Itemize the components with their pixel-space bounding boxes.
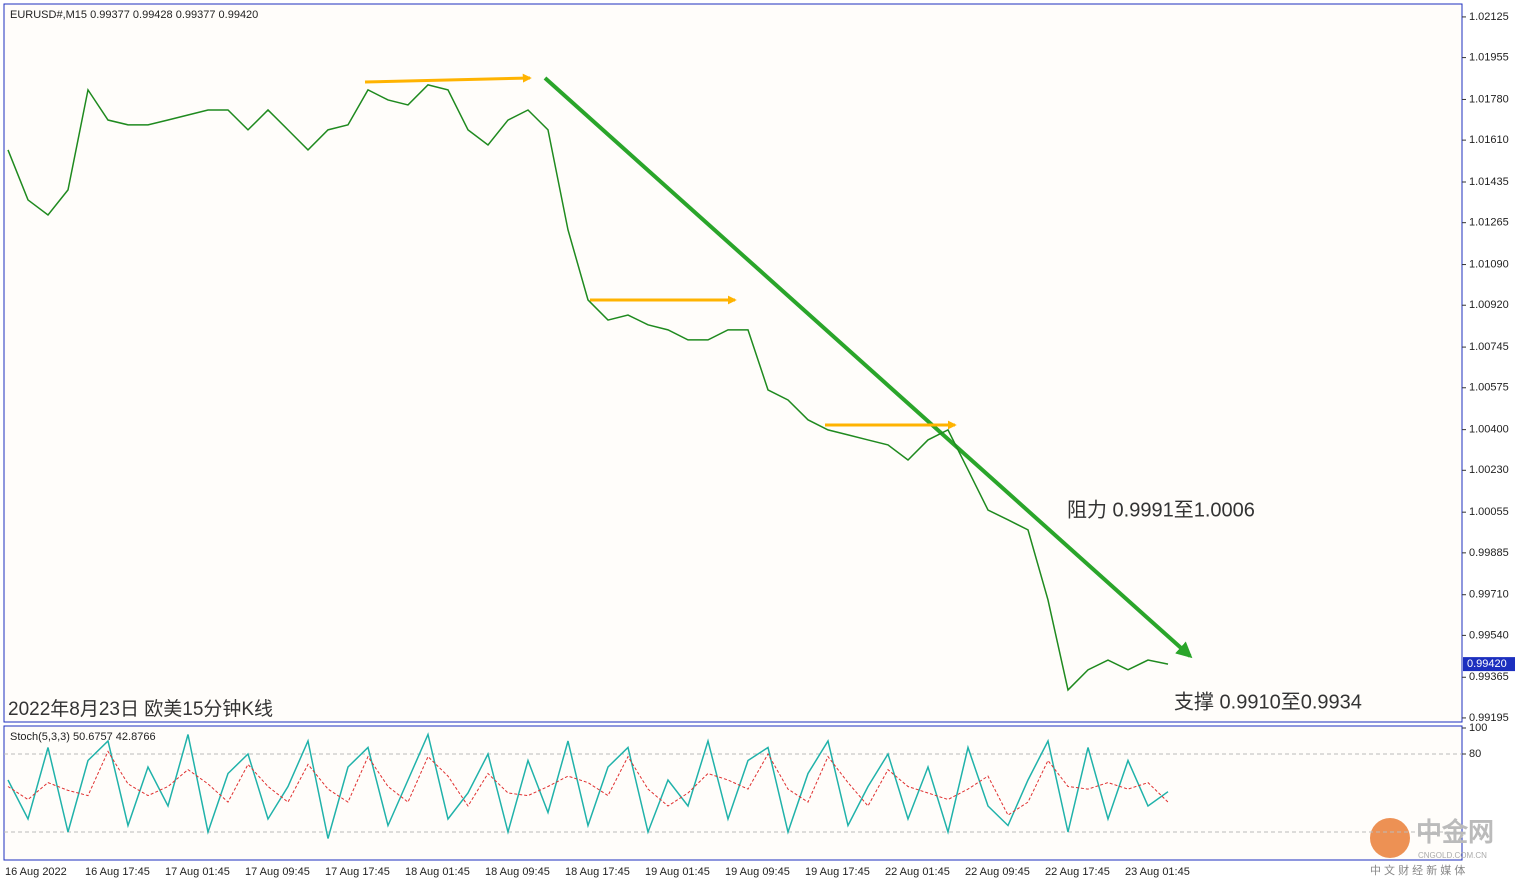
y-tick-label: 1.00400 <box>1469 424 1509 436</box>
y-tick-label: 0.99365 <box>1469 671 1509 683</box>
x-tick-label: 22 Aug 09:45 <box>965 866 1030 878</box>
y-tick-label: 0.99195 <box>1469 712 1509 724</box>
x-tick-label: 18 Aug 01:45 <box>405 866 470 878</box>
y-tick-label: 1.01265 <box>1469 217 1509 229</box>
last-price-label: 0.99420 <box>1467 658 1507 670</box>
price-line <box>7 84 1169 692</box>
support-note: 支撑 0.9910至0.9934 <box>1174 690 1362 713</box>
x-tick-label: 22 Aug 17:45 <box>1045 866 1110 878</box>
x-tick-label: 22 Aug 01:45 <box>885 866 950 878</box>
y-tick-label: 1.02125 <box>1469 11 1509 23</box>
last-price-tag <box>1463 657 1515 672</box>
y-tick-label: 1.01090 <box>1469 258 1509 270</box>
x-tick-label: 18 Aug 17:45 <box>565 866 630 878</box>
resistance-note: 阻力 0.9991至1.0006 <box>1067 498 1255 521</box>
y-tick-label: 0.99710 <box>1469 589 1509 601</box>
watermark-tagline: 中 文 财 经 新 媒 体 <box>1370 863 1465 877</box>
stoch-main <box>7 732 1169 839</box>
watermark-url: CNGOLD.COM.CN <box>1418 851 1487 860</box>
x-tick-label: 19 Aug 17:45 <box>805 866 870 878</box>
stoch-header: Stoch(5,3,3) 50.6757 42.8766 <box>10 731 156 743</box>
trend-line <box>543 76 1193 659</box>
logo <box>1370 818 1410 858</box>
y-tick-label: 1.00230 <box>1469 464 1509 476</box>
y-tick-label: 80 <box>1469 748 1481 760</box>
y-tick-label: 1.00745 <box>1469 341 1509 353</box>
y-tick-label: 1.00920 <box>1469 299 1509 311</box>
y-tick-label: 1.00055 <box>1469 506 1509 518</box>
y-tick-label: 1.01435 <box>1469 176 1509 188</box>
symbol-header: EURUSD#,M15 0.99377 0.99428 0.99377 0.99… <box>10 9 258 21</box>
x-tick-label: 16 Aug 17:45 <box>85 866 150 878</box>
stoch-signal <box>7 750 1169 816</box>
y-tick-label: 1.00575 <box>1469 382 1509 394</box>
arrow <box>364 73 532 84</box>
x-tick-label: 23 Aug 01:45 <box>1125 866 1190 878</box>
x-tick-label: 19 Aug 01:45 <box>645 866 710 878</box>
caption: 2022年8月23日 欧美15分钟K线 <box>8 698 273 720</box>
x-tick-label: 19 Aug 09:45 <box>725 866 790 878</box>
y-tick-label: 0.99540 <box>1469 629 1509 641</box>
stoch-panel <box>3 725 1463 861</box>
x-tick-label: 16 Aug 2022 <box>5 866 67 878</box>
x-tick-label: 17 Aug 17:45 <box>325 866 390 878</box>
x-tick-label: 18 Aug 09:45 <box>485 866 550 878</box>
x-tick-label: 17 Aug 09:45 <box>245 866 310 878</box>
y-tick-label: 1.01955 <box>1469 51 1509 63</box>
y-tick-label: 100 <box>1469 722 1487 734</box>
y-tick-label: 1.01780 <box>1469 93 1509 105</box>
x-tick-label: 17 Aug 01:45 <box>165 866 230 878</box>
y-tick-label: 0.99885 <box>1469 547 1509 559</box>
price-panel <box>3 3 1463 723</box>
y-tick-label: 1.01610 <box>1469 134 1509 146</box>
